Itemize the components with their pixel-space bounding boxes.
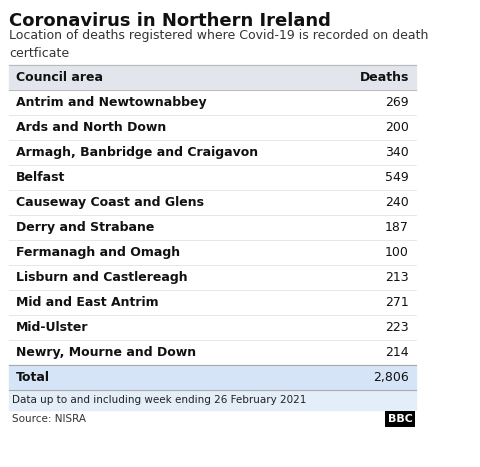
Text: Antrim and Newtownabbey: Antrim and Newtownabbey bbox=[16, 96, 206, 109]
Text: BBC: BBC bbox=[388, 414, 412, 424]
Bar bbox=[9, 215, 416, 240]
Text: Armagh, Banbridge and Craigavon: Armagh, Banbridge and Craigavon bbox=[16, 146, 258, 159]
Text: 2,806: 2,806 bbox=[373, 371, 409, 384]
Bar bbox=[9, 265, 416, 290]
Text: Location of deaths registered where Covid-19 is recorded on death
certficate: Location of deaths registered where Covi… bbox=[9, 29, 428, 60]
Bar bbox=[9, 365, 416, 390]
Text: 214: 214 bbox=[385, 346, 409, 359]
Text: 100: 100 bbox=[385, 246, 409, 259]
Bar bbox=[9, 140, 416, 165]
Text: Deaths: Deaths bbox=[360, 71, 409, 84]
Text: Council area: Council area bbox=[16, 71, 103, 84]
Text: Total: Total bbox=[16, 371, 50, 384]
Text: Fermanagh and Omagh: Fermanagh and Omagh bbox=[16, 246, 180, 259]
Bar bbox=[9, 115, 416, 140]
Text: 187: 187 bbox=[385, 221, 409, 234]
Bar bbox=[9, 290, 416, 315]
Bar bbox=[9, 190, 416, 215]
Bar bbox=[9, 65, 416, 90]
Text: Causeway Coast and Glens: Causeway Coast and Glens bbox=[16, 196, 204, 209]
Text: 549: 549 bbox=[385, 171, 409, 184]
Text: 223: 223 bbox=[385, 321, 409, 334]
Text: 240: 240 bbox=[385, 196, 409, 209]
Bar bbox=[9, 315, 416, 340]
Text: 340: 340 bbox=[385, 146, 409, 159]
Text: Belfast: Belfast bbox=[16, 171, 65, 184]
Bar bbox=[9, 90, 416, 115]
Text: 213: 213 bbox=[385, 271, 409, 284]
Bar bbox=[9, 390, 416, 410]
Text: Source: NISRA: Source: NISRA bbox=[12, 414, 86, 424]
Text: 200: 200 bbox=[385, 121, 409, 134]
Text: 271: 271 bbox=[385, 296, 409, 309]
Text: 269: 269 bbox=[385, 96, 409, 109]
Text: Data up to and including week ending 26 February 2021: Data up to and including week ending 26 … bbox=[12, 395, 307, 405]
Bar bbox=[9, 240, 416, 265]
Text: Derry and Strabane: Derry and Strabane bbox=[16, 221, 154, 234]
Text: Lisburn and Castlereagh: Lisburn and Castlereagh bbox=[16, 271, 188, 284]
Text: Ards and North Down: Ards and North Down bbox=[16, 121, 166, 134]
Text: Mid and East Antrim: Mid and East Antrim bbox=[16, 296, 158, 309]
Bar bbox=[9, 165, 416, 190]
Text: Mid-Ulster: Mid-Ulster bbox=[16, 321, 88, 334]
Bar bbox=[9, 340, 416, 365]
Text: Newry, Mourne and Down: Newry, Mourne and Down bbox=[16, 346, 196, 359]
Text: Coronavirus in Northern Ireland: Coronavirus in Northern Ireland bbox=[9, 12, 331, 30]
